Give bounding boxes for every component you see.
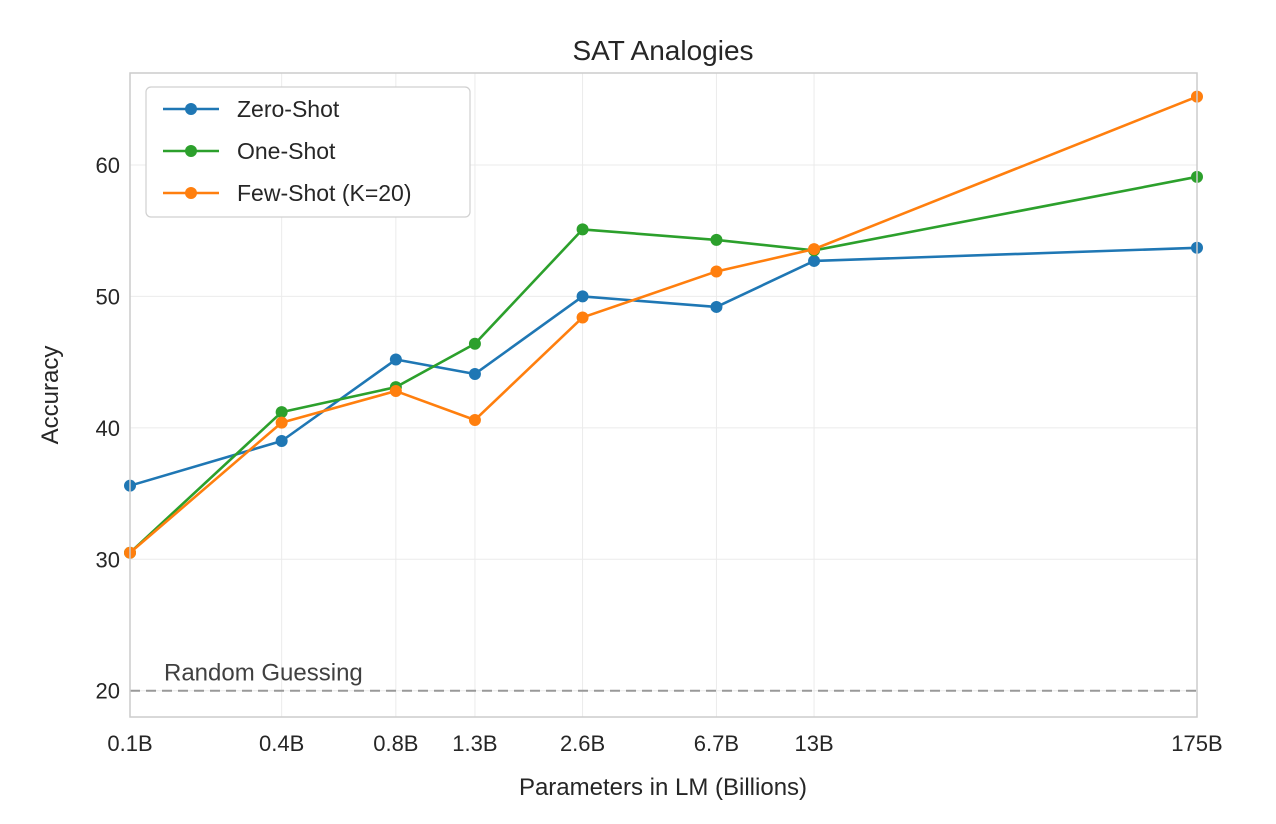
data-point [389, 353, 402, 366]
data-point [468, 337, 481, 350]
y-tick-label: 50 [96, 284, 120, 309]
data-point [389, 385, 402, 398]
x-tick-label: 2.6B [560, 731, 605, 756]
data-point [710, 233, 723, 246]
data-point [275, 435, 288, 447]
data-point [576, 223, 589, 236]
x-tick-label: 175B [1171, 731, 1222, 756]
series-0 [124, 241, 1203, 492]
chart-title: SAT Analogies [572, 35, 753, 66]
y-tick-label: 20 [96, 679, 120, 704]
legend: Zero-Shot One-Shot Few-Shot (K=20) [145, 86, 471, 218]
data-point [710, 265, 723, 278]
data-point [808, 254, 821, 267]
legend-swatch-marker [185, 187, 197, 199]
data-point [275, 416, 288, 429]
series-line [129, 246, 1198, 487]
legend-swatch-marker [185, 103, 197, 115]
legend-label: One-Shot [237, 138, 336, 164]
x-tick-label: 0.4B [259, 731, 304, 756]
legend-box [145, 86, 471, 218]
data-point [576, 311, 589, 324]
legend-label: Few-Shot (K=20) [237, 180, 412, 206]
legend-swatch-marker [185, 145, 197, 157]
plot-border [129, 72, 1198, 718]
data-point [468, 367, 481, 380]
x-tick-label: 1.3B [452, 731, 497, 756]
data-point [710, 300, 723, 313]
x-tick-label: 0.1B [107, 731, 152, 756]
data-point [468, 413, 481, 426]
data-point [808, 243, 821, 256]
data-point [576, 290, 589, 303]
y-tick-label: 40 [96, 416, 120, 441]
y-tick-label: 60 [96, 153, 120, 178]
x-tick-label: 6.7B [694, 731, 739, 756]
x-axis-label: Parameters in LM (Billions) [519, 774, 807, 801]
legend-label: Zero-Shot [237, 96, 340, 122]
x-tick-label: 0.8B [373, 731, 418, 756]
series-line [129, 95, 1198, 554]
y-axis-label: Accuracy [37, 346, 64, 445]
data-point [275, 406, 288, 419]
random-guessing-label: Random Guessing [164, 660, 363, 687]
x-tick-label: 13B [794, 731, 833, 756]
series-line [129, 175, 1198, 554]
y-tick-label: 30 [96, 547, 120, 572]
